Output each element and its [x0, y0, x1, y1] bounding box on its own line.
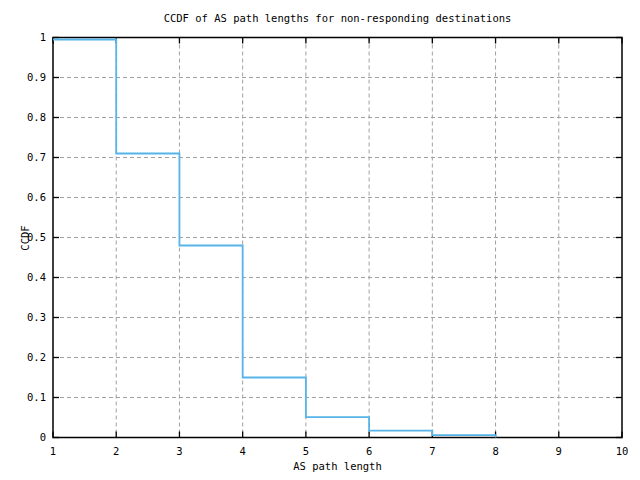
x-tick-label: 8 [492, 445, 498, 457]
grid-layer [53, 38, 622, 438]
y-tick-label: 0.9 [27, 71, 46, 83]
ccdf-step-line [53, 40, 496, 438]
x-tick-label: 6 [366, 445, 372, 457]
y-tick-label: 0 [40, 431, 46, 443]
x-axis-label: AS path length [293, 460, 382, 472]
y-tick-label: 0.4 [27, 271, 46, 283]
x-tick-label: 5 [303, 445, 309, 457]
ccdf-chart-page: CCDF of AS path lengths for non-respondi… [0, 0, 640, 480]
y-tick-label: 0.3 [27, 311, 46, 323]
y-tick-label: 0.5 [27, 231, 46, 243]
ccdf-chart: CCDF of AS path lengths for non-respondi… [0, 0, 640, 480]
y-tick-labels: 0 0.1 0.2 0.3 0.4 0.5 0.6 0.7 0.8 0.9 1 [27, 31, 46, 443]
y-tick-label: 0.6 [27, 191, 46, 203]
x-tick-label: 4 [240, 445, 246, 457]
y-tick-label: 0.7 [27, 151, 46, 163]
x-tick-label: 7 [429, 445, 435, 457]
x-tick-label: 1 [50, 445, 56, 457]
axis-label-layer: CCDF of AS path lengths for non-respondi… [19, 12, 511, 472]
y-tick-label: 0.8 [27, 111, 46, 123]
x-tick-label: 10 [616, 445, 629, 457]
x-tick-label: 2 [113, 445, 119, 457]
x-tick-labels: 1 2 3 4 5 6 7 8 9 10 [50, 445, 628, 457]
y-tick-label: 0.2 [27, 351, 46, 363]
y-tick-label: 1 [40, 31, 46, 43]
x-tick-label: 3 [176, 445, 182, 457]
y-tick-label: 0.1 [27, 391, 46, 403]
chart-title: CCDF of AS path lengths for non-respondi… [164, 12, 512, 24]
x-tick-label: 9 [556, 445, 562, 457]
